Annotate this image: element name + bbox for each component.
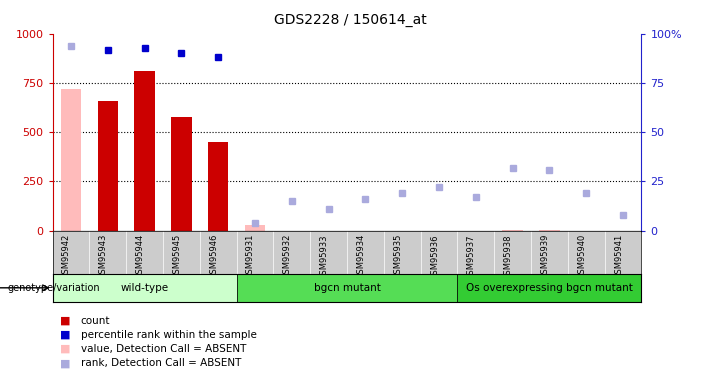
- Text: percentile rank within the sample: percentile rank within the sample: [81, 330, 257, 340]
- Text: GSM95940: GSM95940: [577, 234, 586, 279]
- Text: GSM95945: GSM95945: [172, 234, 182, 279]
- Text: genotype/variation: genotype/variation: [7, 283, 100, 293]
- Text: value, Detection Call = ABSENT: value, Detection Call = ABSENT: [81, 344, 246, 354]
- Text: GSM95931: GSM95931: [246, 234, 255, 279]
- Text: GSM95941: GSM95941: [614, 234, 623, 279]
- Text: rank, Detection Call = ABSENT: rank, Detection Call = ABSENT: [81, 358, 241, 368]
- Text: ■: ■: [60, 344, 70, 354]
- Text: GSM95933: GSM95933: [320, 234, 329, 280]
- Text: bgcn mutant: bgcn mutant: [313, 283, 381, 293]
- Text: GSM95939: GSM95939: [540, 234, 550, 279]
- Bar: [61, 89, 81, 231]
- Bar: [135, 71, 155, 231]
- Text: ■: ■: [60, 358, 70, 368]
- Text: GSM95944: GSM95944: [135, 234, 144, 279]
- Text: GSM95946: GSM95946: [209, 234, 218, 279]
- Text: GSM95943: GSM95943: [99, 234, 108, 279]
- Text: GSM95937: GSM95937: [467, 234, 476, 280]
- Bar: [97, 101, 118, 231]
- Bar: [539, 230, 559, 231]
- Bar: [208, 142, 229, 231]
- Bar: [171, 117, 191, 231]
- Text: wild-type: wild-type: [121, 283, 169, 293]
- Bar: [53, 274, 237, 302]
- Bar: [503, 230, 523, 231]
- Text: GSM95934: GSM95934: [356, 234, 365, 279]
- Text: GSM95942: GSM95942: [62, 234, 71, 279]
- Text: ■: ■: [60, 316, 70, 326]
- Text: Os overexpressing bgcn mutant: Os overexpressing bgcn mutant: [466, 283, 633, 293]
- Text: GDS2228 / 150614_at: GDS2228 / 150614_at: [274, 13, 427, 27]
- Bar: [237, 274, 458, 302]
- Text: GSM95936: GSM95936: [430, 234, 439, 280]
- Text: count: count: [81, 316, 110, 326]
- Text: GSM95938: GSM95938: [503, 234, 512, 280]
- Bar: [458, 274, 641, 302]
- Text: ■: ■: [60, 330, 70, 340]
- Text: GSM95935: GSM95935: [393, 234, 402, 279]
- Bar: [245, 225, 265, 231]
- Text: GSM95932: GSM95932: [283, 234, 292, 279]
